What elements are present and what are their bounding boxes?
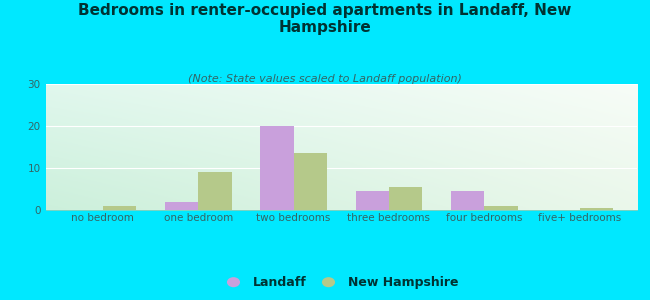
Bar bbox=[294, 153, 327, 210]
Bar bbox=[164, 202, 198, 210]
Legend: Landaff, New Hampshire: Landaff, New Hampshire bbox=[219, 272, 463, 295]
Bar bbox=[580, 208, 613, 210]
Text: (Note: State values scaled to Landaff population): (Note: State values scaled to Landaff po… bbox=[188, 74, 462, 83]
Bar bbox=[356, 191, 389, 210]
Bar bbox=[103, 206, 136, 210]
Bar bbox=[389, 187, 422, 210]
Bar bbox=[260, 126, 294, 210]
Bar bbox=[484, 206, 518, 210]
Bar bbox=[451, 191, 484, 210]
Text: Bedrooms in renter-occupied apartments in Landaff, New
Hampshire: Bedrooms in renter-occupied apartments i… bbox=[78, 3, 572, 35]
Bar bbox=[198, 172, 231, 210]
